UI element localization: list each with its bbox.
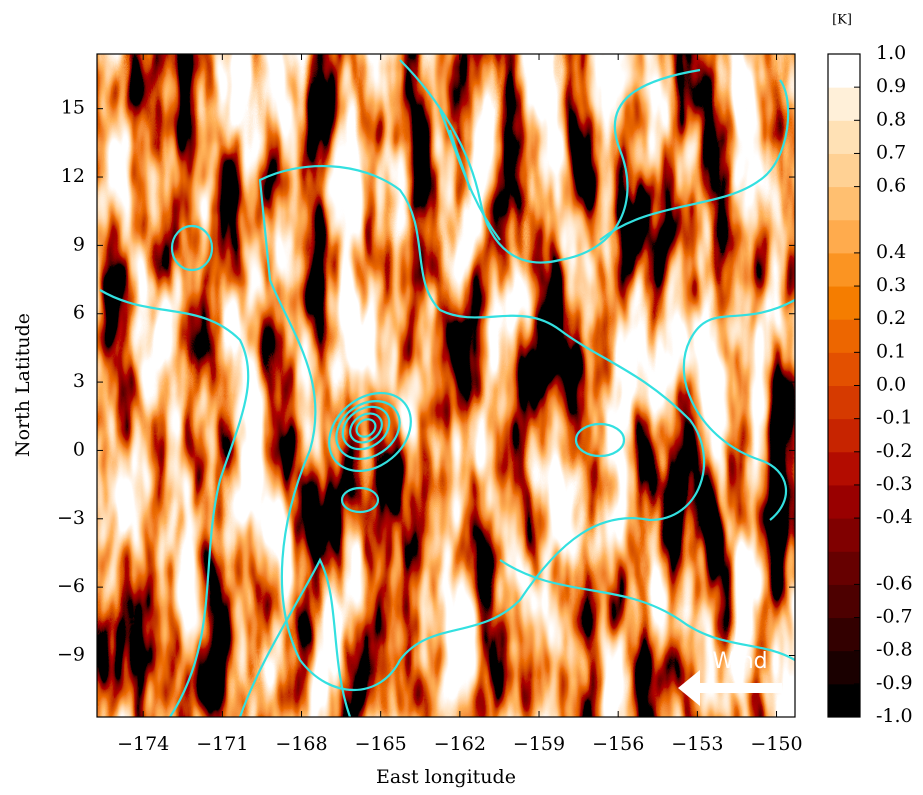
- contours: [99, 59, 795, 717]
- y-tick-label: 6: [73, 302, 85, 324]
- y-axis-label: North Latitude: [12, 313, 34, 457]
- colorbar-tick-label: -0.2: [876, 440, 913, 462]
- contour: [170, 224, 214, 272]
- colorbar-tick-label: 0.1: [876, 340, 906, 362]
- contour: [438, 109, 501, 241]
- colorbar-level: [828, 650, 860, 685]
- x-tick-label: −171: [196, 733, 248, 755]
- colorbar-tick-label: 0.7: [876, 141, 906, 163]
- plot-frame: [96, 53, 796, 718]
- colorbar-level: [828, 286, 860, 320]
- colorbar-level: [828, 186, 860, 221]
- y-tick-label: 15: [61, 97, 85, 119]
- x-tick-label: −156: [592, 733, 644, 755]
- contour: [499, 559, 795, 661]
- contour: [328, 391, 412, 473]
- colorbar-label: [K]: [832, 13, 852, 28]
- colorbar-tick-label: 0.2: [876, 307, 906, 329]
- colorbar-tick-label: 0.4: [876, 241, 906, 263]
- contour: [341, 405, 391, 451]
- x-axis-label: East longitude: [376, 766, 516, 788]
- colorbar-level: [828, 252, 860, 287]
- colorbar-level: [828, 219, 860, 254]
- colorbar-level: [828, 518, 860, 552]
- contour: [355, 418, 377, 438]
- colorbar-level: [828, 584, 860, 619]
- colorbar-level: [828, 87, 860, 121]
- contour: [574, 422, 626, 458]
- colorbar-tick-label: -0.3: [876, 473, 913, 495]
- contour: [99, 289, 250, 717]
- colorbar-tick-label: 0.0: [876, 374, 906, 396]
- colorbar-tick-label: -0.1: [876, 407, 913, 429]
- colorbar-level: [828, 418, 860, 453]
- colorbar-tick-label: 0.6: [876, 175, 906, 197]
- colorbar-tick-label: -0.8: [876, 639, 913, 661]
- contour: [399, 59, 701, 264]
- y-tick-label: −3: [57, 507, 85, 529]
- x-tick-label: −174: [117, 733, 169, 755]
- colorbar-tick-label: -0.6: [876, 572, 913, 594]
- colorbar-tick-label: 0.3: [876, 274, 906, 296]
- contour: [349, 412, 383, 444]
- annotation: Wind: [712, 649, 767, 674]
- wind-arrow: [678, 670, 782, 706]
- colorbar-tick-label: 0.9: [876, 75, 906, 97]
- x-tick-label: −159: [513, 733, 565, 755]
- colorbar-tick-label: -1.0: [876, 705, 913, 727]
- colorbar-level: [828, 683, 860, 718]
- colorbar-level: [828, 54, 860, 88]
- colorbar-level: [828, 385, 860, 420]
- contour: [340, 486, 380, 514]
- y-tick-label: 0: [73, 438, 85, 460]
- y-tick-label: −6: [57, 575, 85, 597]
- colorbar-level: [828, 319, 860, 353]
- colorbar-tick-label: 0.8: [876, 108, 906, 130]
- contour: [258, 164, 706, 691]
- colorbar-tick-label: -0.4: [876, 506, 913, 528]
- temperature-field: [97, 54, 795, 717]
- field: Wind: [97, 54, 795, 717]
- colorbar-tick-label: 1.0: [876, 42, 906, 64]
- colorbar-level: [828, 120, 860, 154]
- contour: [682, 299, 795, 521]
- x-tick-label: −150: [750, 733, 802, 755]
- x-tick-label: −165: [355, 733, 407, 755]
- contour: [599, 79, 790, 241]
- x-tick-label: −153: [671, 733, 723, 755]
- x-tick-label: −162: [434, 733, 486, 755]
- colorbar-level: [828, 352, 860, 386]
- y-tick-label: 9: [73, 233, 85, 255]
- colorbar-tick-label: -0.7: [876, 606, 913, 628]
- y-tick-label: −9: [57, 643, 85, 665]
- colorbar-level: [828, 153, 860, 188]
- colorbar-tick-label: -0.9: [876, 672, 913, 694]
- x-tick-label: −168: [275, 733, 327, 755]
- colorbar-level: [828, 551, 860, 585]
- colorbar-level: [828, 484, 860, 519]
- y-tick-label: 3: [73, 370, 85, 392]
- contour: [335, 400, 401, 460]
- y-tick-label: 12: [61, 165, 85, 187]
- colorbar-level: [828, 617, 860, 652]
- contour: [238, 557, 352, 717]
- colorbar-level: [828, 451, 860, 486]
